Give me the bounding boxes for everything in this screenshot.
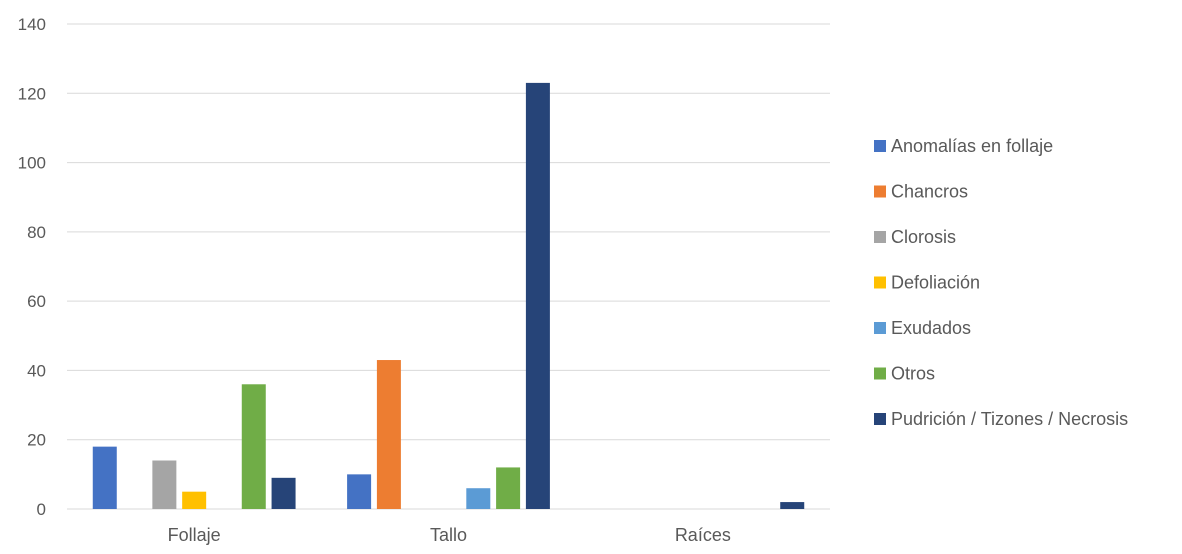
bar bbox=[271, 477, 296, 509]
y-tick-label: 140 bbox=[18, 15, 46, 34]
bar bbox=[241, 384, 266, 509]
y-tick-label: 80 bbox=[27, 223, 46, 242]
legend-label: Otros bbox=[891, 364, 935, 384]
bar bbox=[376, 360, 401, 509]
legend-label: Clorosis bbox=[891, 227, 956, 247]
legend-swatch bbox=[874, 276, 886, 289]
legend-swatch bbox=[874, 231, 886, 243]
legend-swatch bbox=[874, 413, 886, 425]
legend-swatch bbox=[874, 140, 886, 152]
bar bbox=[347, 474, 372, 509]
x-category-label: Raíces bbox=[675, 525, 731, 545]
y-tick-label: 40 bbox=[27, 361, 46, 380]
bar bbox=[780, 502, 805, 509]
x-axis-category-labels: Follaje Tallo Raíces bbox=[168, 525, 731, 545]
bar bbox=[152, 460, 177, 509]
bar bbox=[92, 446, 117, 509]
y-tick-label: 20 bbox=[27, 431, 46, 450]
legend-label: Defoliación bbox=[891, 273, 980, 293]
legend-label: Anomalías en follaje bbox=[891, 136, 1053, 156]
y-axis-tick-labels: 0 20 40 60 80 100 120 140 bbox=[18, 15, 46, 519]
y-tick-label: 0 bbox=[37, 500, 46, 519]
y-tick-label: 120 bbox=[18, 84, 46, 103]
legend: Anomalías en follaje Chancros Clorosis Defo… bbox=[874, 136, 1128, 429]
bar bbox=[182, 491, 207, 509]
gridlines bbox=[67, 23, 830, 510]
legend-swatch bbox=[874, 185, 886, 198]
y-tick-label: 60 bbox=[27, 292, 46, 311]
legend-label: Pudrición / Tizones / Necrosis bbox=[891, 409, 1128, 429]
bars bbox=[92, 82, 805, 510]
x-category-label: Follaje bbox=[168, 525, 221, 545]
bar bbox=[525, 82, 550, 510]
bar bbox=[496, 467, 521, 509]
legend-label: Exudados bbox=[891, 318, 971, 338]
y-tick-label: 100 bbox=[18, 154, 46, 173]
legend-swatch bbox=[874, 367, 886, 380]
legend-label: Chancros bbox=[891, 182, 968, 202]
bar bbox=[466, 488, 491, 509]
x-category-label: Tallo bbox=[430, 525, 467, 545]
legend-swatch bbox=[874, 322, 886, 334]
